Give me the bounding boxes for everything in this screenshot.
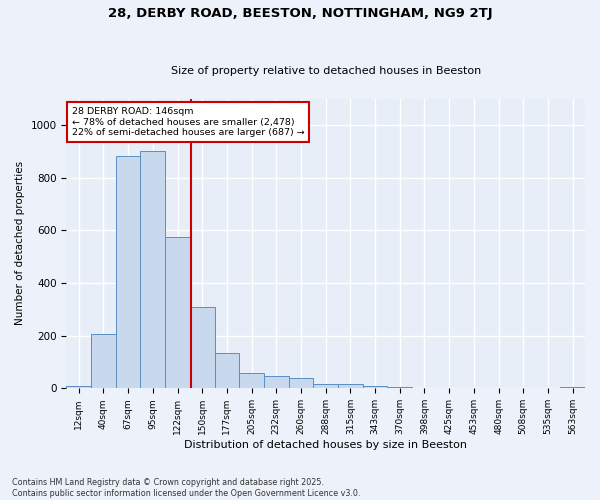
Text: 28, DERBY ROAD, BEESTON, NOTTINGHAM, NG9 2TJ: 28, DERBY ROAD, BEESTON, NOTTINGHAM, NG9…	[107, 8, 493, 20]
Bar	[289, 378, 313, 388]
Bar	[67, 386, 91, 388]
Bar	[190, 306, 215, 388]
Bar	[215, 353, 239, 388]
Bar	[560, 387, 585, 388]
Y-axis label: Number of detached properties: Number of detached properties	[15, 162, 25, 326]
Bar	[116, 156, 140, 388]
X-axis label: Distribution of detached houses by size in Beeston: Distribution of detached houses by size …	[184, 440, 467, 450]
Text: 28 DERBY ROAD: 146sqm
← 78% of detached houses are smaller (2,478)
22% of semi-d: 28 DERBY ROAD: 146sqm ← 78% of detached …	[71, 107, 304, 137]
Bar	[264, 376, 289, 388]
Bar	[388, 387, 412, 388]
Bar	[239, 372, 264, 388]
Text: Contains HM Land Registry data © Crown copyright and database right 2025.
Contai: Contains HM Land Registry data © Crown c…	[12, 478, 361, 498]
Title: Size of property relative to detached houses in Beeston: Size of property relative to detached ho…	[170, 66, 481, 76]
Bar	[363, 386, 388, 388]
Bar	[338, 384, 363, 388]
Bar	[140, 151, 165, 388]
Bar	[91, 334, 116, 388]
Bar	[165, 237, 190, 388]
Bar	[313, 384, 338, 388]
